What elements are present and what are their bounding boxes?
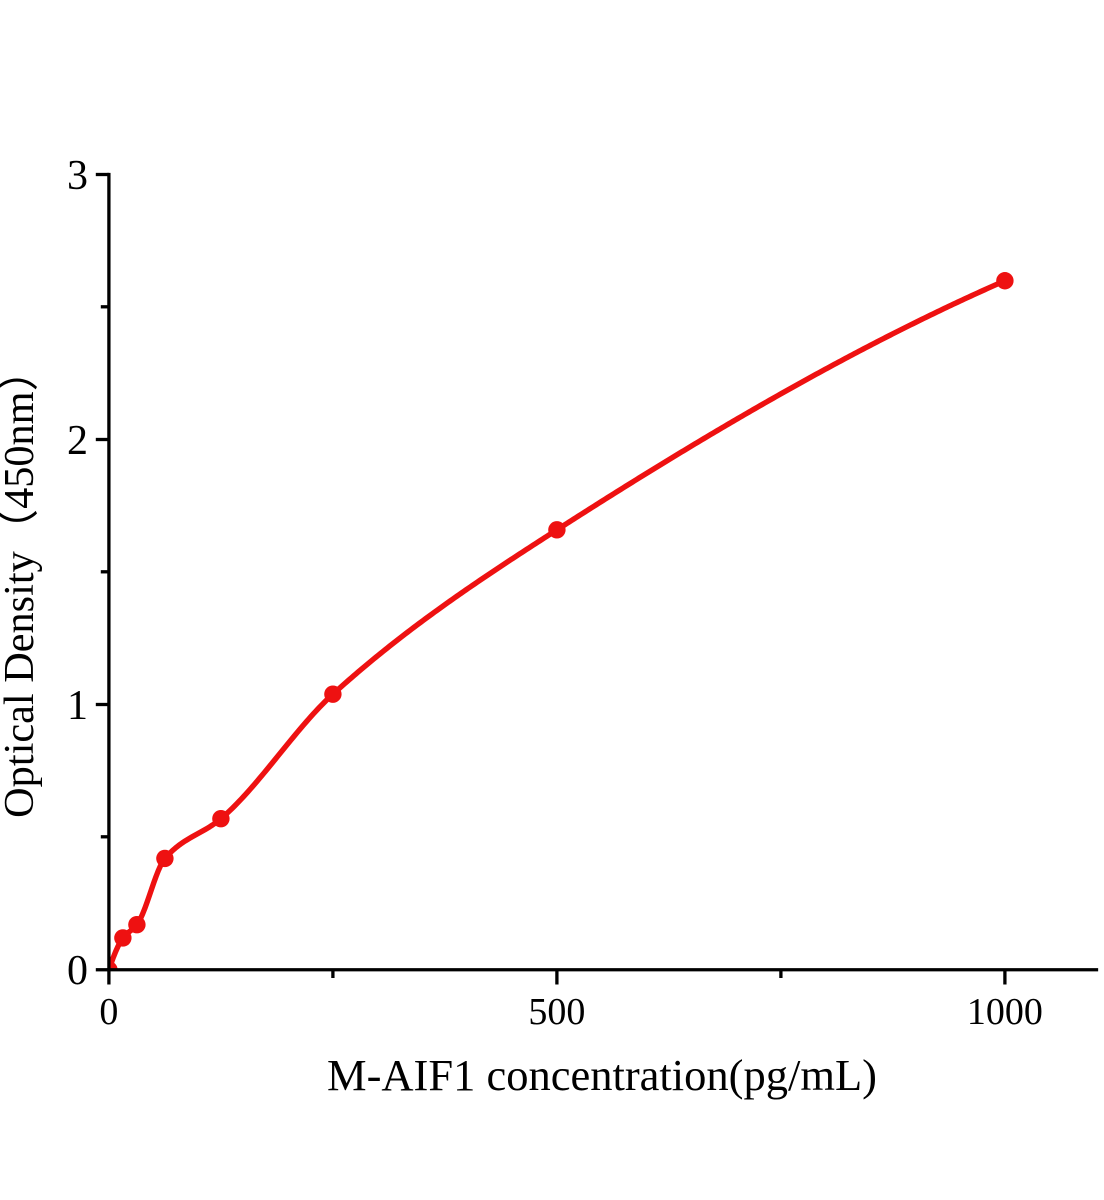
svg-text:Optical Density（450nm）: Optical Density（450nm） [0, 349, 43, 818]
svg-text:3: 3 [67, 153, 88, 199]
svg-text:M-AIF1 concentration(pg/mL): M-AIF1 concentration(pg/mL) [327, 1050, 877, 1100]
svg-text:0: 0 [67, 948, 88, 994]
svg-text:1000: 1000 [967, 991, 1043, 1033]
svg-text:2: 2 [67, 418, 88, 464]
svg-text:1: 1 [67, 683, 88, 729]
svg-text:500: 500 [528, 991, 585, 1033]
svg-text:0: 0 [99, 991, 118, 1033]
